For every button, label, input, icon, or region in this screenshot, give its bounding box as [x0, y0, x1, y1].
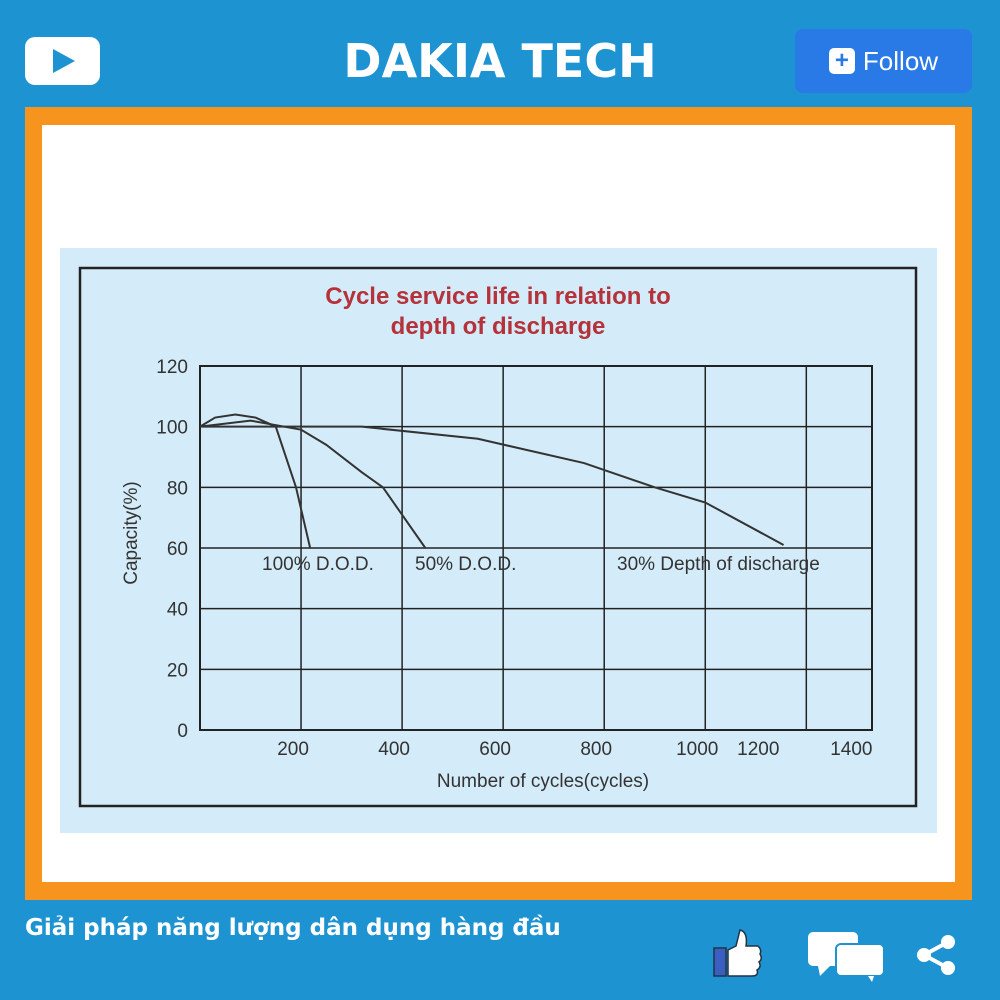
y-tick-label: 0	[177, 721, 188, 742]
x-tick-label: 1400	[830, 739, 872, 760]
follow-button[interactable]: + Follow	[795, 29, 972, 93]
comment-icon[interactable]	[806, 930, 886, 982]
y-tick-label: 80	[167, 478, 188, 499]
y-tick-label: 40	[167, 600, 188, 621]
thumbs-up-icon[interactable]	[712, 928, 764, 980]
chart-title-1: Cycle service life in relation to	[325, 283, 670, 310]
x-tick-label: 200	[277, 739, 309, 760]
y-tick-label: 120	[156, 357, 188, 378]
share-icon[interactable]	[914, 933, 958, 977]
y-tick-label: 20	[167, 660, 188, 681]
chart-border	[78, 266, 918, 808]
x-tick-label: 1200	[737, 739, 779, 760]
series-label: 50% D.O.D.	[415, 554, 516, 575]
y-axis-label: Capacity(%)	[121, 481, 142, 584]
x-tick-label: 1000	[676, 739, 718, 760]
chart-title-2: depth of discharge	[391, 313, 606, 340]
brand-title: DAKIA TECH	[343, 34, 657, 88]
x-tick-label: 800	[580, 739, 612, 760]
series-line	[199, 419, 427, 549]
x-axis-label: Number of cycles(cycles)	[437, 771, 649, 792]
chart-background	[60, 248, 937, 833]
follow-label: Follow	[862, 45, 939, 76]
x-tick-label: 400	[378, 739, 410, 760]
x-tick-label: 600	[479, 739, 511, 760]
y-tick-label: 60	[167, 539, 188, 560]
caption: Giải pháp năng lượng dân dụng hàng đầu	[25, 915, 561, 941]
series-line	[199, 413, 312, 549]
series-label: 100% D.O.D.	[262, 554, 374, 575]
series-label: 30% Depth of discharge	[617, 554, 820, 575]
youtube-play-icon[interactable]	[25, 37, 100, 85]
series-line	[200, 425, 785, 546]
plus-icon: +	[828, 48, 855, 74]
y-tick-label: 100	[156, 418, 188, 439]
